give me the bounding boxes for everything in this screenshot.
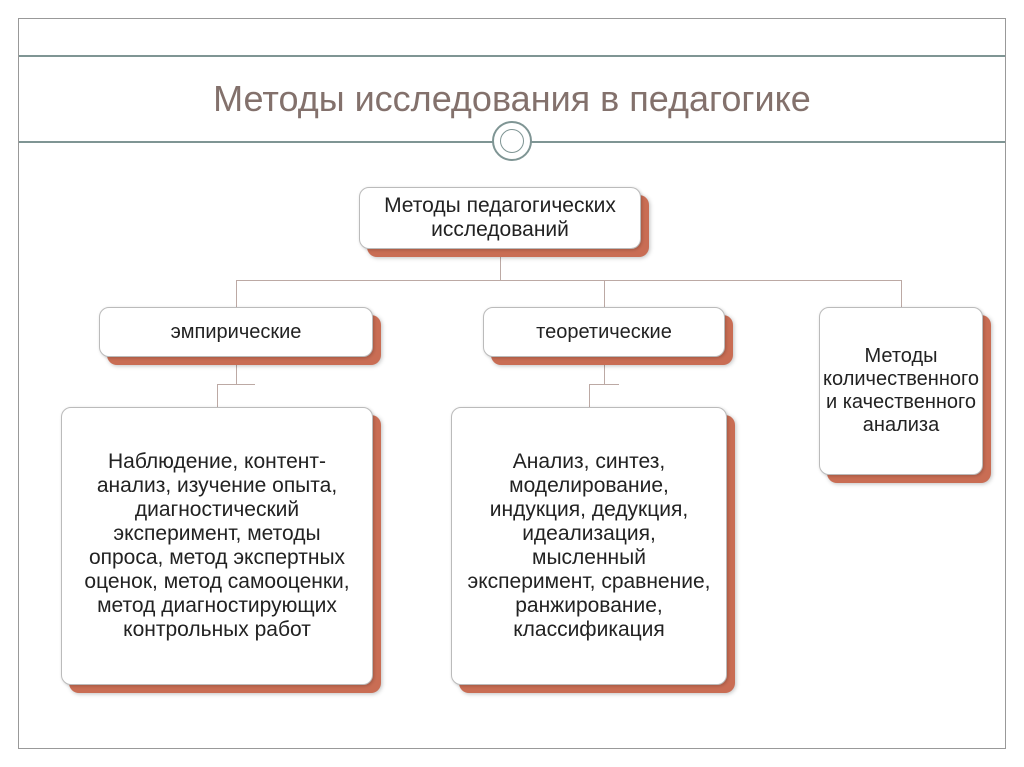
node-theo: теоретические: [483, 307, 725, 357]
connector: [236, 280, 901, 281]
slide-title: Методы исследования в педагогике: [213, 78, 811, 120]
diagram-canvas: Методы педагогических исследований эмпири…: [19, 177, 1005, 748]
node-emp_detail: Наблюдение, контент-анализ, изучение опы…: [61, 407, 373, 685]
slide-frame: Методы исследования в педагогике Методы …: [18, 18, 1006, 749]
decorative-circle-inner: [500, 129, 524, 153]
node-theo_detail: Анализ, синтез, моделирование, индукция,…: [451, 407, 727, 685]
node-label: Методы количественного и качественного а…: [819, 307, 983, 475]
connector: [217, 384, 218, 407]
node-label: эмпирические: [99, 307, 373, 357]
node-label: Анализ, синтез, моделирование, индукция,…: [451, 407, 727, 685]
connector: [589, 384, 590, 407]
connector: [217, 384, 255, 385]
connector: [236, 280, 237, 307]
connector: [500, 255, 501, 280]
decorative-circle: [492, 121, 532, 161]
node-quant: Методы количественного и качественного а…: [819, 307, 983, 475]
header-band: Методы исследования в педагогике: [19, 55, 1005, 143]
node-label: Методы педагогических исследований: [359, 187, 641, 249]
connector: [236, 363, 237, 384]
connector: [901, 280, 902, 307]
node-label: Наблюдение, контент-анализ, изучение опы…: [61, 407, 373, 685]
node-emp: эмпирические: [99, 307, 373, 357]
node-label: теоретические: [483, 307, 725, 357]
connector: [604, 363, 605, 384]
connector: [604, 280, 605, 307]
connector: [589, 384, 619, 385]
node-root: Методы педагогических исследований: [359, 187, 641, 249]
